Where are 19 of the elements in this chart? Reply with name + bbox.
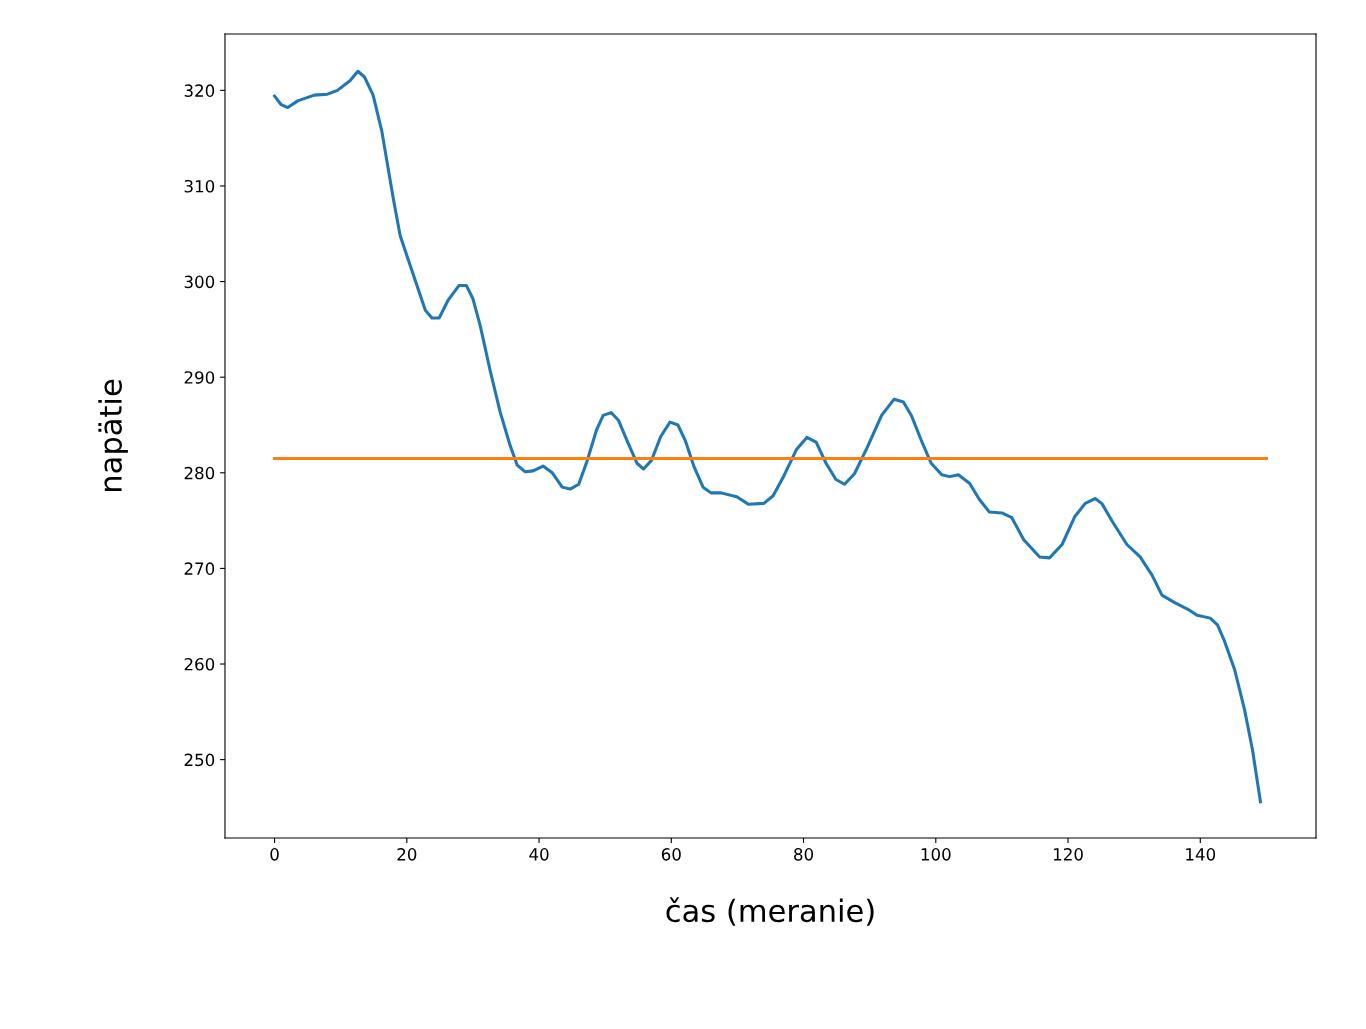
y-tick-label: 300	[184, 275, 215, 289]
x-tick-label: 40	[529, 848, 549, 861]
y-axis-title: napätie	[98, 379, 128, 491]
y-tick-label: 290	[184, 371, 215, 384]
y-tick-label: 250	[184, 753, 215, 767]
y-tick-label: 270	[184, 562, 215, 575]
x-tick-label: 80	[794, 848, 814, 861]
y-tick-label: 320	[184, 84, 215, 97]
line-series	[273, 69, 1262, 804]
x-tick-label: 0	[270, 848, 279, 861]
y-tick-label: 260	[184, 657, 215, 671]
x-tick-label: 100	[921, 848, 951, 861]
x-tick-label: 60	[661, 848, 681, 861]
x-tick-label: 140	[1186, 848, 1216, 861]
x-tick-label: 120	[1053, 848, 1083, 861]
y-tick-label: 280	[184, 466, 215, 480]
x-axis-title: čas (meranie)	[666, 897, 874, 926]
x-tick-label: 20	[397, 848, 417, 861]
y-tick-label: 310	[184, 179, 215, 193]
